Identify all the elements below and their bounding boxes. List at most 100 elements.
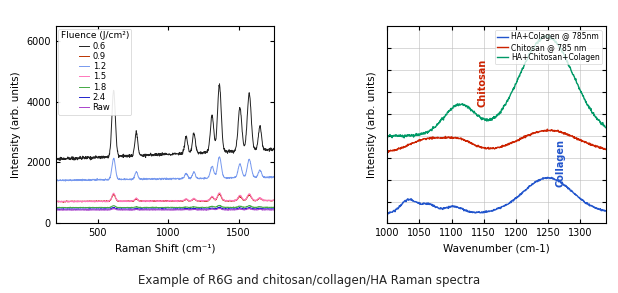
1.5 [52,200,59,203]
1.2 [226,176,234,180]
0.9 [140,200,148,203]
Chitosan @ 785 nm [423,137,430,141]
1.2 [216,155,223,159]
Chitosan @ 785 nm [530,132,537,135]
HA+Colagen @ 785nm [385,212,392,216]
1.8 [140,206,148,209]
Raw [74,208,82,212]
0.9 [216,192,223,196]
0.6 [56,159,64,162]
HA+Colagen @ 785nm [423,201,430,205]
HA+Colagen @ 785nm [384,211,391,214]
0.6 [202,150,210,154]
1.2 [52,179,59,183]
1.5 [74,200,82,203]
Chitosan @ 785 nm [440,136,447,139]
HA+Chitosan+Colagen [423,130,430,134]
HA+Chitosan+Colagen [384,134,391,138]
Legend: 0.6, 0.9, 1.2, 1.5, 1.8, 2.4, Raw: 0.6, 0.9, 1.2, 1.5, 1.8, 2.4, Raw [58,29,132,115]
HA+Colagen @ 785nm [602,209,609,212]
0.6 [148,153,156,156]
1.5 [216,191,224,195]
Y-axis label: Intensity (arb. units): Intensity (arb. units) [11,71,20,178]
2.4 [52,207,59,211]
1.5 [222,199,230,202]
1.2 [202,177,210,180]
1.5 [53,200,61,204]
1.2 [62,179,69,183]
0.6 [222,150,230,154]
X-axis label: Wavenumber (cm-1): Wavenumber (cm-1) [443,243,550,253]
HA+Chitosan+Colagen [483,117,490,121]
1.2 [270,175,277,178]
Raw [270,208,277,212]
1.8 [216,204,223,207]
1.8 [270,205,277,209]
2.4 [226,207,234,211]
0.9 [270,198,277,202]
1.8 [222,205,230,209]
Raw [245,207,253,210]
1.2 [222,176,230,180]
Line: 2.4: 2.4 [56,207,274,209]
1.5 [202,199,210,202]
X-axis label: Raman Shift (cm⁻¹): Raman Shift (cm⁻¹) [114,243,215,253]
1.8 [202,206,210,209]
1.8 [54,206,61,210]
Raw [222,208,230,212]
Raw [148,208,156,212]
0.9 [52,200,59,203]
0.9 [226,199,234,203]
Chitosan @ 785 nm [483,147,490,151]
1.2 [148,177,156,181]
0.6 [270,147,277,151]
2.4 [74,207,82,211]
Line: 0.6: 0.6 [56,84,274,161]
0.9 [60,200,67,204]
Line: Chitosan @ 785 nm: Chitosan @ 785 nm [387,129,606,152]
Chitosan @ 785 nm [602,148,609,151]
Legend: HA+Colagen @ 785nm, Chitosan @ 785 nm, HA+Chitosan+Colagen: HA+Colagen @ 785nm, Chitosan @ 785 nm, H… [495,30,602,64]
HA+Colagen @ 785nm [483,210,490,214]
HA+Chitosan+Colagen [530,46,537,50]
Chitosan @ 785 nm [549,129,556,132]
Text: Collagen: Collagen [556,139,565,187]
2.4 [148,207,156,211]
2.4 [140,207,148,211]
Raw [202,208,210,212]
1.5 [148,200,156,203]
HA+Chitosan+Colagen [513,81,520,85]
Text: Example of R6G and chitosan/collagen/HA Raman spectra: Example of R6G and chitosan/collagen/HA … [138,274,480,287]
Y-axis label: Intensity (arb. units): Intensity (arb. units) [367,71,377,178]
HA+Colagen @ 785nm [544,176,551,179]
2.4 [270,207,277,211]
2.4 [202,207,210,211]
Text: Chitosan: Chitosan [477,59,488,107]
1.5 [270,199,277,202]
0.9 [148,200,156,203]
1.8 [74,206,82,209]
0.6 [140,153,148,157]
HA+Chitosan+Colagen [549,37,556,40]
Raw [52,208,59,212]
Raw [203,209,210,212]
Raw [140,208,148,212]
HA+Colagen @ 785nm [530,182,537,185]
0.6 [74,156,82,160]
Line: Raw: Raw [56,208,274,210]
2.4 [222,207,230,211]
HA+Colagen @ 785nm [513,197,520,200]
Raw [226,208,234,212]
Line: 1.8: 1.8 [56,205,274,208]
HA+Colagen @ 785nm [549,177,556,181]
HA+Chitosan+Colagen [602,126,609,130]
HA+Chitosan+Colagen [546,33,553,37]
Line: HA+Chitosan+Colagen: HA+Chitosan+Colagen [387,35,606,138]
0.6 [216,82,223,86]
Chitosan @ 785 nm [544,127,551,131]
Line: 0.9: 0.9 [56,194,274,202]
0.9 [202,199,210,202]
2.4 [56,208,63,211]
1.8 [52,206,59,210]
1.5 [140,200,148,203]
